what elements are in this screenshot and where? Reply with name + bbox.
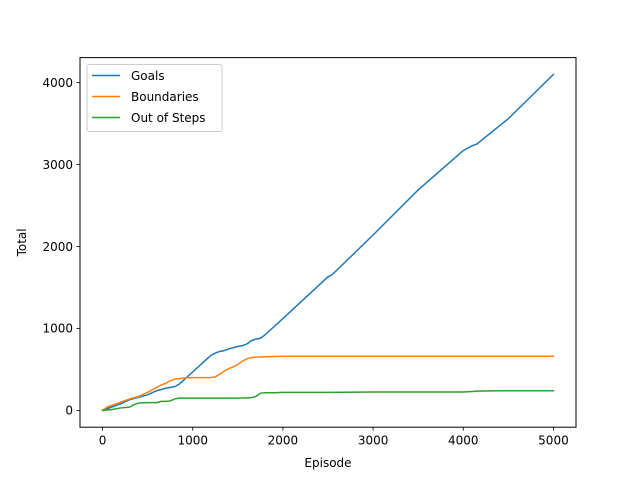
x-tick-label: 0 (99, 434, 107, 448)
x-tick-label: 2000 (268, 434, 299, 448)
legend: Goals Boundaries Out of Steps (86, 64, 223, 132)
y-axis-label: Total (15, 228, 29, 257)
series-line-boundaries (101, 355, 555, 412)
series-line-goals (101, 73, 555, 412)
axes-frame (79, 57, 577, 428)
y-tick-label: 0 (65, 404, 73, 418)
y-tick-label: 2000 (42, 240, 73, 254)
y-tick-label: 4000 (42, 76, 73, 90)
x-tick-label: 1000 (177, 434, 208, 448)
plot-lines (101, 73, 555, 412)
legend-label-boundaries: Boundaries (131, 90, 199, 104)
x-tick-label: 5000 (538, 434, 569, 448)
x-axis: 0 1000 2000 3000 4000 5000 (99, 427, 569, 448)
x-tick-label: 4000 (448, 434, 479, 448)
y-tick-label: 1000 (42, 322, 73, 336)
legend-box (86, 64, 223, 132)
y-axis: 0 1000 2000 3000 4000 (42, 76, 80, 418)
x-axis-label: Episode (304, 456, 351, 470)
series-line-out-of-steps (101, 389, 555, 412)
legend-label-goals: Goals (131, 69, 165, 83)
x-tick-label: 3000 (358, 434, 389, 448)
legend-label-out-of-steps: Out of Steps (131, 111, 206, 125)
y-tick-label: 3000 (42, 158, 73, 172)
